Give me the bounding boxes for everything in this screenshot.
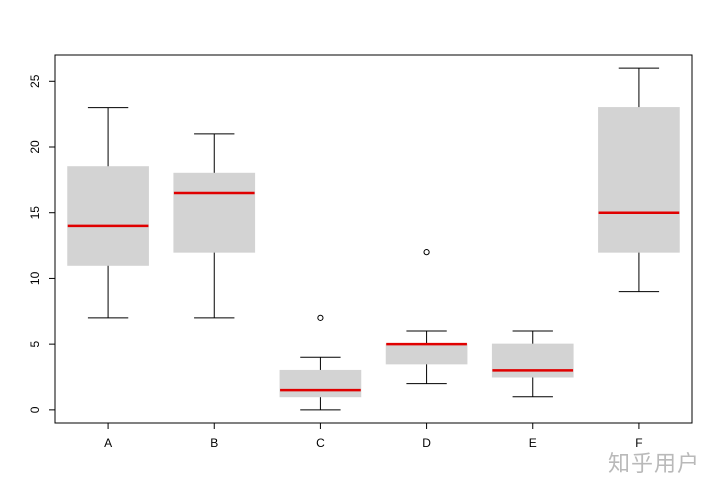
box-body: [173, 172, 256, 253]
y-tick-label: 5: [28, 340, 42, 347]
outlier-point: [423, 249, 430, 256]
box-body: [598, 107, 680, 253]
box-body: [67, 166, 149, 266]
box-body: [385, 343, 468, 365]
box-E: [491, 330, 574, 398]
box-C: [279, 314, 362, 411]
box-body: [491, 343, 574, 378]
box-body: [279, 369, 362, 398]
y-tick-label: 25: [28, 74, 42, 88]
box-A: [67, 107, 149, 319]
axes-group: 0 5 10 15 20 25 A B C D E F: [28, 54, 693, 450]
y-tick-label: 10: [28, 271, 42, 285]
x-tick-label: D: [422, 436, 431, 450]
boxes-group: [67, 67, 680, 411]
x-tick-label: F: [635, 436, 642, 450]
y-tick-label: 15: [28, 206, 42, 220]
y-tick-label: 20: [28, 140, 42, 154]
y-tick-label: 0: [28, 406, 42, 413]
outlier-point: [317, 314, 324, 321]
watermark-text: 知乎用户: [607, 452, 700, 477]
x-tick-label: E: [529, 436, 537, 450]
box-B: [173, 133, 256, 319]
box-F: [598, 67, 680, 293]
x-tick-label: C: [316, 436, 325, 450]
plot-frame: [54, 54, 693, 424]
box-D: [385, 249, 468, 385]
x-tick-label: A: [104, 436, 112, 450]
x-tick-label: B: [210, 436, 218, 450]
